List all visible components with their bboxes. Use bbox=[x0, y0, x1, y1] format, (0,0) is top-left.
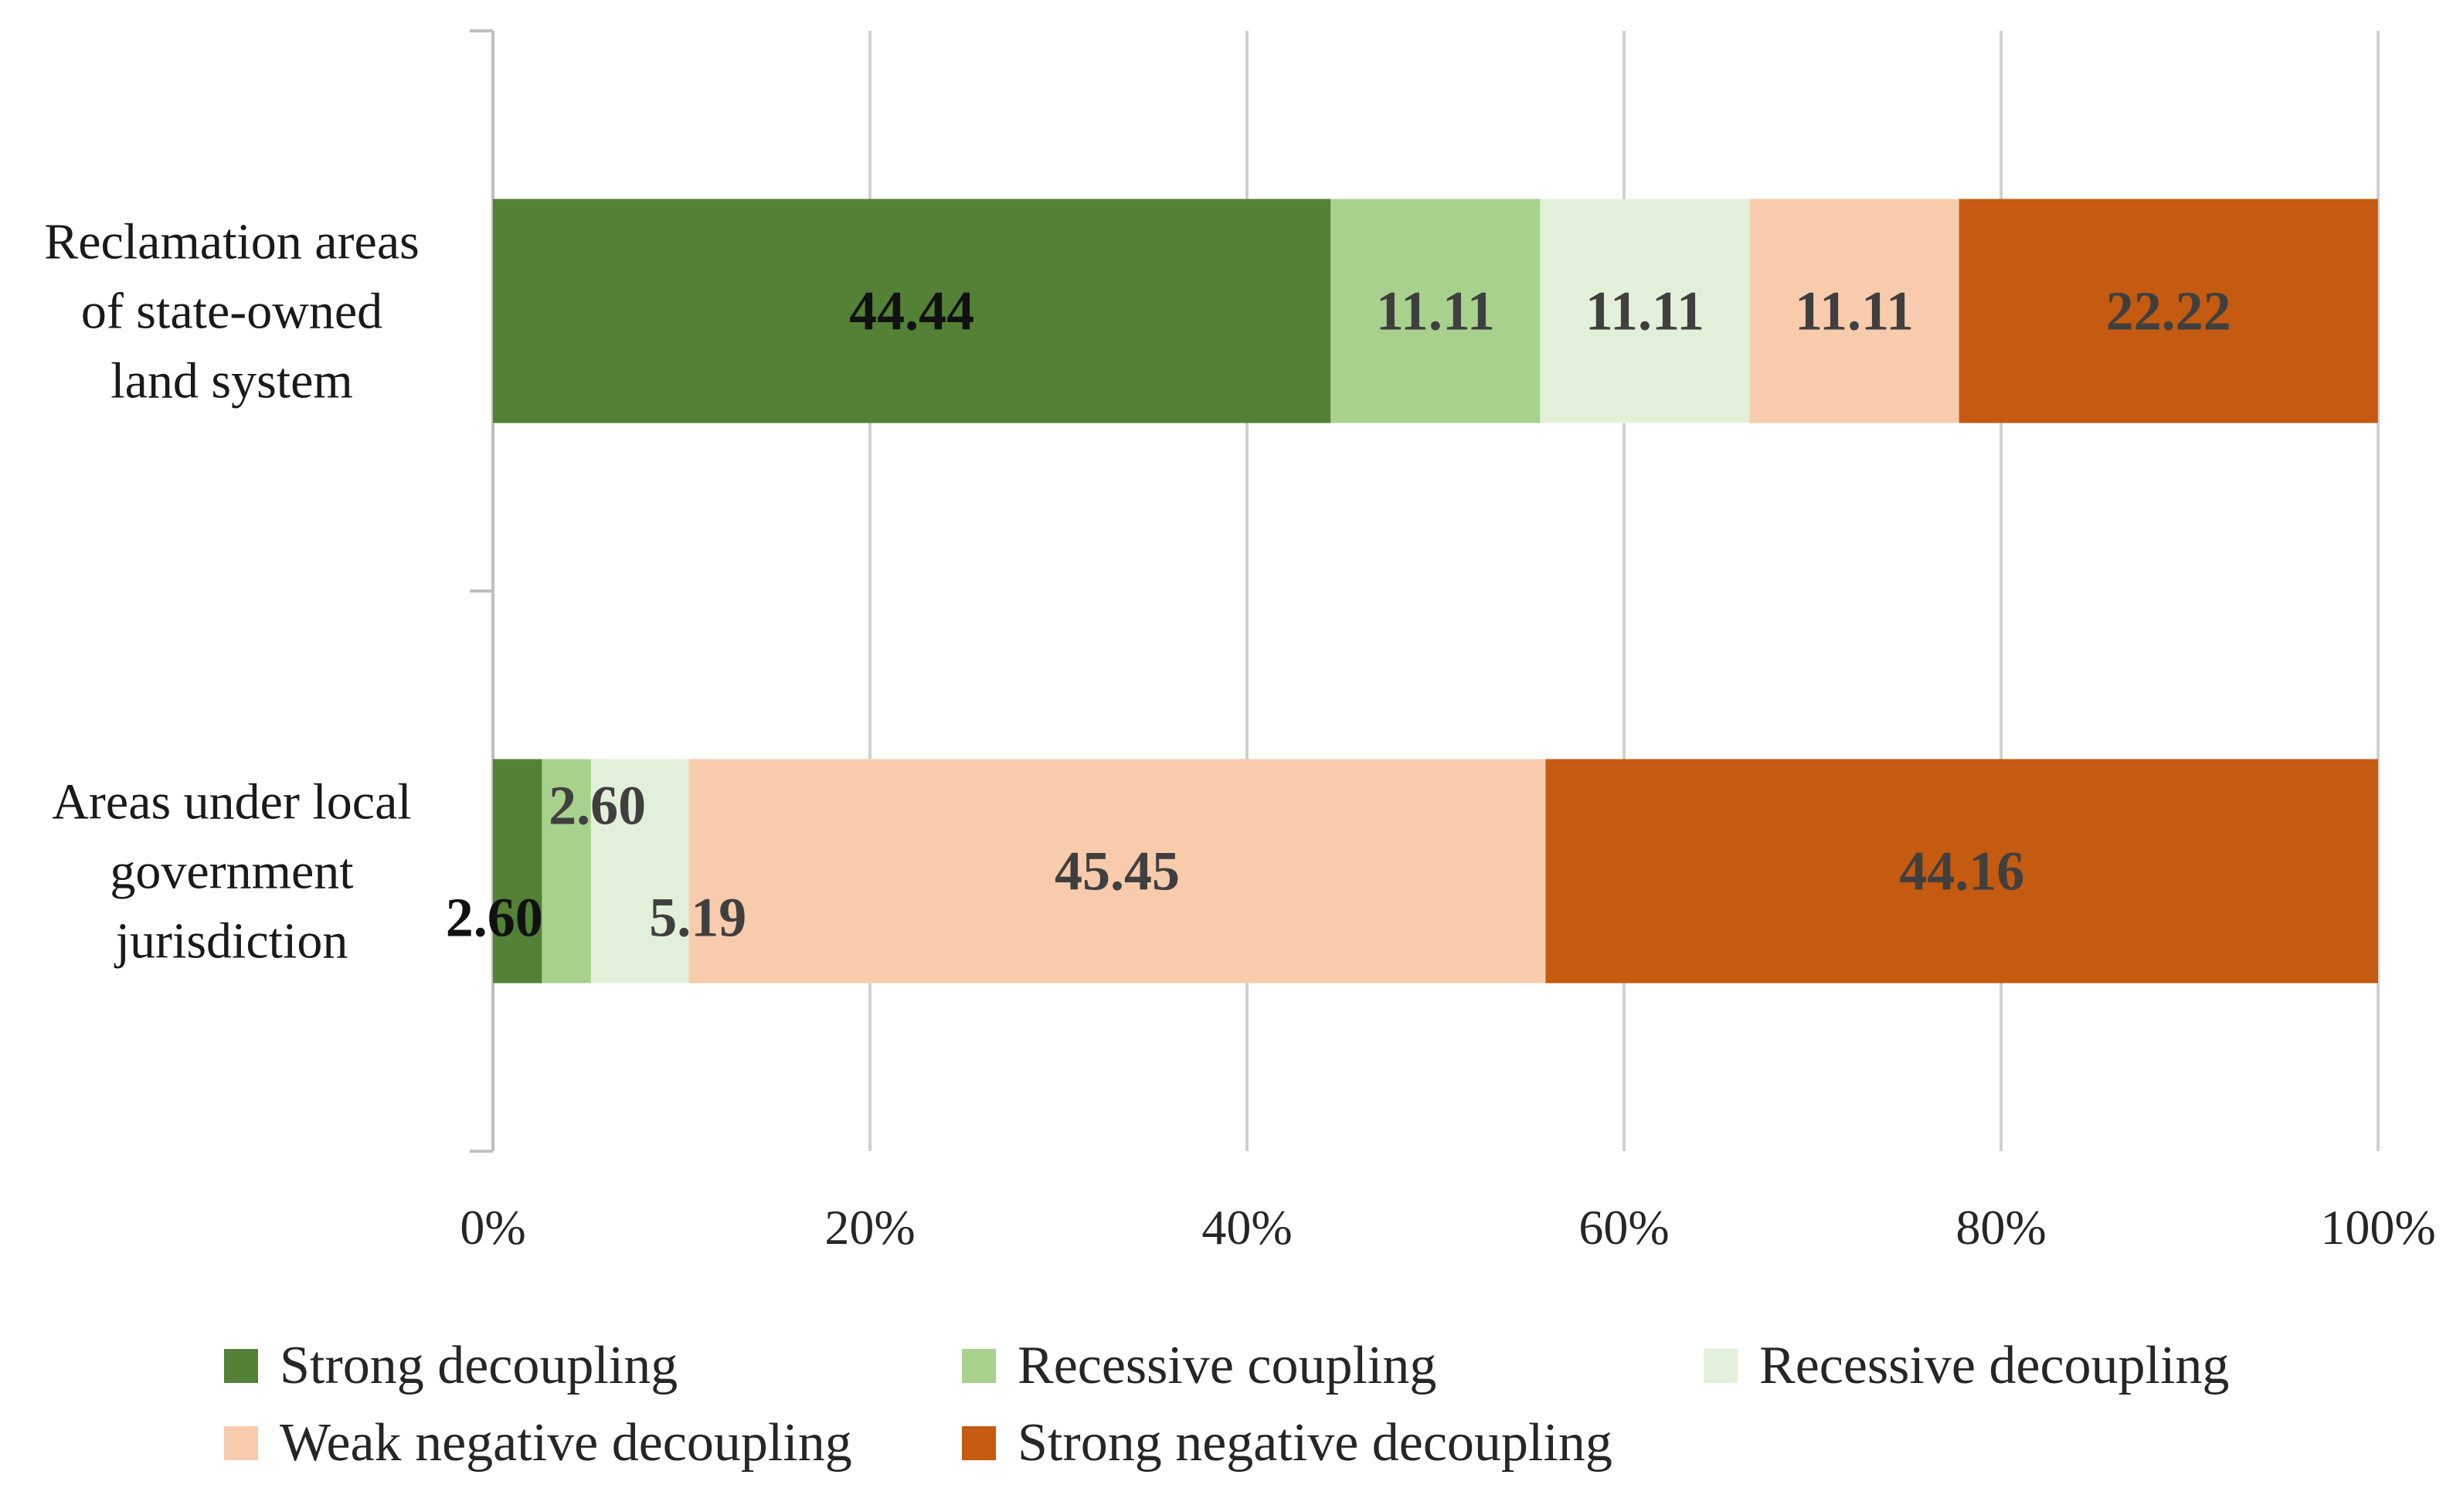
bars bbox=[493, 199, 2378, 984]
x-tick-label: 20% bbox=[824, 1200, 915, 1255]
bar-segment bbox=[493, 199, 1331, 423]
data-labels: 44.44 11.11 11.11 11.11 22.222.602.605.1945.… bbox=[446, 280, 2231, 949]
legend-swatch bbox=[224, 1426, 258, 1460]
x-tick-label: 40% bbox=[1201, 1200, 1292, 1255]
bar-segment bbox=[1749, 199, 1959, 423]
bar-segment bbox=[688, 759, 1546, 984]
data-label: 11.11 bbox=[1585, 280, 1704, 342]
data-label: 45.45 bbox=[1055, 841, 1180, 902]
category-label: land system bbox=[110, 353, 352, 409]
legend-label: Recessive decoupling bbox=[1759, 1336, 2229, 1395]
x-tick-label: 60% bbox=[1578, 1200, 1669, 1255]
legend-swatch bbox=[962, 1349, 996, 1383]
legend: Strong decoupling Recessive coupling Reces… bbox=[224, 1336, 2229, 1473]
data-label: 44.44 bbox=[849, 280, 974, 342]
legend-label: Strong decoupling bbox=[280, 1336, 678, 1395]
x-tick-label: 100% bbox=[2320, 1200, 2435, 1255]
bar-segment bbox=[590, 759, 689, 984]
x-tick-label: 0% bbox=[460, 1200, 525, 1255]
bar-segment bbox=[1545, 759, 2378, 984]
category-label: of state-owned bbox=[81, 284, 382, 340]
category-label: Areas under local bbox=[52, 774, 411, 831]
x-tick-labels: 0% 20% 40% 60% 80% 100% bbox=[460, 1200, 2435, 1255]
bar-segment bbox=[1330, 199, 1541, 423]
legend-swatch bbox=[962, 1426, 996, 1460]
bar-segment bbox=[493, 759, 542, 984]
legend-label: Recessive coupling bbox=[1018, 1336, 1436, 1395]
legend-label: Weak negative decoupling bbox=[280, 1413, 852, 1473]
data-label: 44.16 bbox=[1899, 841, 2024, 902]
category-label: government bbox=[110, 844, 353, 900]
legend-label: Strong negative decoupling bbox=[1018, 1413, 1612, 1473]
legend-swatch bbox=[1704, 1349, 1738, 1383]
data-label: 22.22 bbox=[2106, 280, 2231, 342]
category-label: Reclamation areas bbox=[44, 214, 420, 270]
data-label: 2.60 bbox=[549, 775, 646, 837]
data-label: 2.60 bbox=[446, 887, 543, 949]
bar-segment bbox=[542, 759, 591, 984]
y-axis bbox=[470, 29, 494, 1153]
bar-segment bbox=[1959, 199, 2378, 423]
data-label: 11.11 bbox=[1376, 280, 1495, 342]
x-tick-label: 80% bbox=[1955, 1200, 2046, 1255]
data-label: 11.11 bbox=[1795, 280, 1914, 342]
data-label: 5.19 bbox=[649, 887, 746, 949]
category-label: jurisdiction bbox=[114, 913, 348, 970]
bar-segment bbox=[1540, 199, 1750, 423]
legend-swatch bbox=[224, 1349, 258, 1383]
category-labels: Reclamation areas of state-owned land syst… bbox=[44, 214, 420, 970]
